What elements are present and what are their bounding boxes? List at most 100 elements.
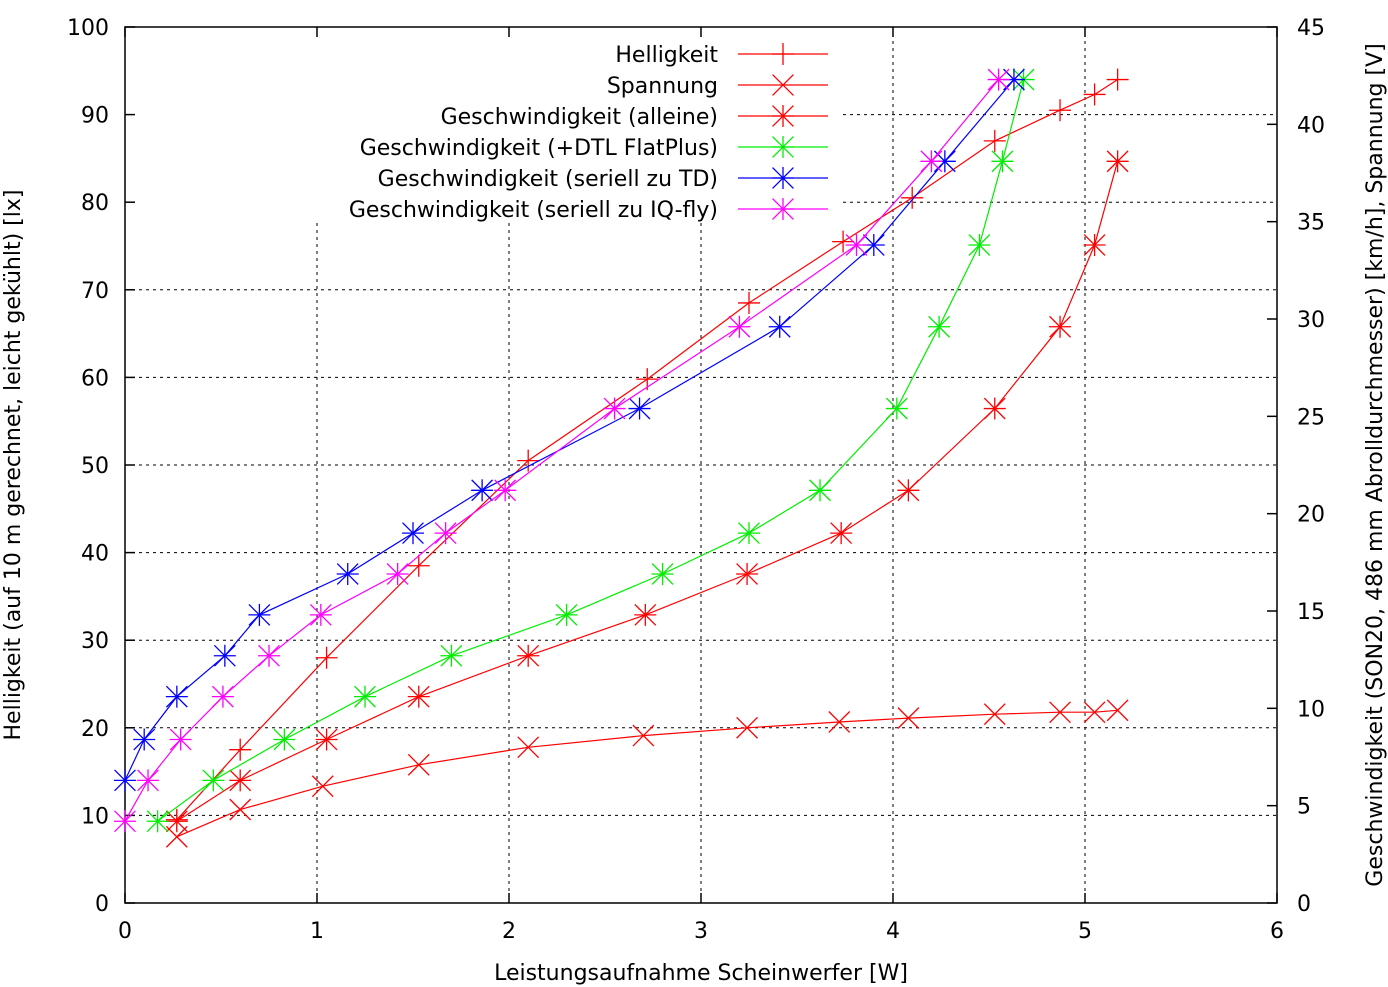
legend-entry: Geschwindigkeit (+DTL FlatPlus) — [360, 136, 828, 161]
axis-ticks: 0 1 2 3 4 5 6010203040506070809010005101520253… — [67, 16, 1325, 944]
data-point — [736, 563, 759, 586]
data-point — [273, 728, 296, 751]
legend-marker — [772, 74, 794, 96]
data-point — [832, 230, 855, 253]
data-point — [248, 603, 271, 626]
data-point — [901, 186, 924, 209]
legend-entry: Geschwindigkeit (seriell zu TD) — [378, 167, 828, 192]
data-point — [1106, 699, 1129, 722]
data-point — [987, 68, 1010, 91]
x-tick-label: 0 — [118, 919, 132, 944]
legend-label: Geschwindigkeit (alleine) — [441, 105, 718, 130]
data-point — [1049, 701, 1071, 724]
data-point — [991, 150, 1014, 173]
data-point — [728, 315, 751, 338]
data-point — [114, 810, 136, 833]
data-point — [213, 644, 236, 667]
data-point — [809, 479, 832, 502]
data-point — [983, 129, 1006, 152]
legend-marker — [772, 167, 794, 189]
y2-tick-label: 5 — [1297, 795, 1311, 820]
y-tick-label: 20 — [81, 717, 109, 742]
data-point — [885, 397, 908, 420]
grid-lines — [125, 27, 1277, 903]
legend-marker — [772, 43, 794, 65]
data-point — [897, 479, 920, 502]
data-point — [471, 479, 494, 502]
y-axis-title: Helligkeit (auf 10 m gerechnet, leicht g… — [1, 190, 26, 741]
data-point — [165, 810, 188, 833]
data-point — [928, 315, 951, 338]
data-point — [738, 291, 760, 314]
y2-tick-label: 25 — [1297, 405, 1325, 430]
data-point — [830, 522, 853, 545]
legend-label: Geschwindigkeit (+DTL FlatPlus) — [360, 136, 718, 161]
y-tick-label: 90 — [81, 104, 109, 129]
series-6 — [114, 68, 1010, 833]
data-point — [1083, 83, 1106, 106]
legend-label: Helligkeit — [615, 43, 718, 68]
data-point — [407, 685, 430, 708]
data-point — [628, 397, 651, 420]
y-tick-label: 10 — [81, 804, 109, 829]
y2-axis-title: Geschwindigkeit (SON20, 486 mm Abrolldur… — [1363, 43, 1388, 886]
data-point — [133, 728, 156, 751]
data-point — [603, 397, 626, 420]
data-point — [258, 644, 280, 667]
data-point — [311, 775, 334, 798]
data-point — [651, 563, 674, 586]
data-point — [165, 825, 188, 848]
data-point — [1106, 150, 1129, 173]
data-point — [440, 644, 463, 667]
x-tick-label: 1 — [310, 919, 324, 944]
series-4 — [146, 68, 1035, 833]
data-point — [517, 736, 540, 759]
y2-tick-label: 20 — [1297, 503, 1325, 528]
data-point — [736, 716, 758, 739]
data-series — [114, 68, 1129, 848]
data-point — [897, 707, 920, 729]
x-tick-label: 5 — [1078, 919, 1092, 944]
data-point — [845, 234, 868, 257]
legend-label: Spannung — [607, 74, 718, 99]
x-tick-label: 3 — [694, 919, 708, 944]
data-point — [555, 603, 578, 626]
data-point — [137, 769, 160, 792]
data-point — [229, 738, 252, 761]
data-point — [494, 479, 517, 502]
y2-tick-label: 45 — [1297, 16, 1325, 41]
data-point — [768, 315, 791, 338]
data-point — [169, 728, 192, 751]
legend-entry: Geschwindigkeit (alleine) — [441, 105, 828, 130]
y-tick-label: 70 — [81, 279, 109, 304]
y-tick-label: 0 — [95, 892, 109, 917]
data-point — [315, 646, 338, 669]
data-point — [920, 150, 943, 173]
data-point — [434, 522, 457, 545]
data-point — [968, 234, 991, 257]
y-tick-label: 50 — [81, 454, 109, 479]
legend-label: Geschwindigkeit (seriell zu IQ-fly) — [349, 198, 718, 223]
legend-marker — [772, 136, 794, 158]
data-point — [211, 685, 234, 708]
data-point — [309, 603, 332, 626]
data-point — [407, 753, 430, 776]
y-tick-label: 100 — [67, 16, 109, 41]
legend-entry: Spannung — [607, 74, 828, 99]
y-tick-label: 80 — [81, 191, 109, 216]
data-point — [1083, 701, 1106, 724]
y2-tick-label: 40 — [1297, 113, 1325, 138]
data-point — [634, 603, 657, 626]
data-point — [336, 563, 359, 586]
y2-tick-label: 15 — [1297, 600, 1325, 625]
data-point — [983, 397, 1006, 420]
x-tick-label: 6 — [1270, 919, 1284, 944]
data-point — [229, 769, 252, 792]
y-tick-label: 60 — [81, 366, 109, 391]
y2-tick-label: 30 — [1297, 308, 1325, 333]
legend-marker — [772, 198, 794, 220]
data-point — [517, 644, 540, 667]
data-point — [229, 798, 252, 821]
y-tick-label: 30 — [81, 629, 109, 654]
